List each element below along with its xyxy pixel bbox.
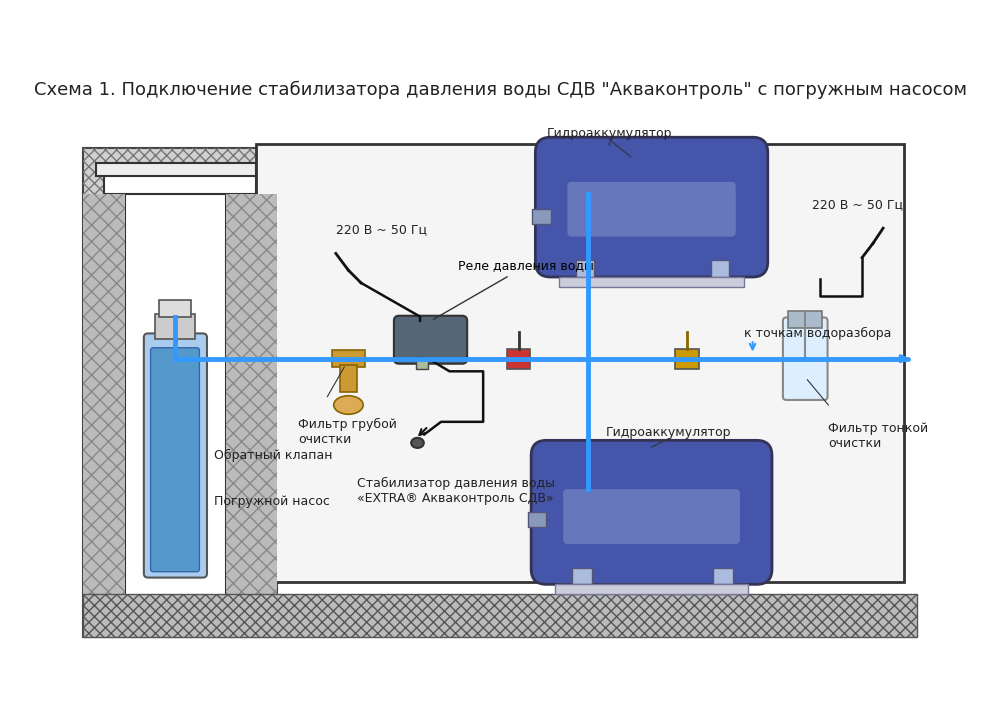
Text: к точкам водоразбора: к точкам водоразбора bbox=[744, 327, 892, 340]
Text: Реле давления воды: Реле давления воды bbox=[433, 260, 594, 319]
FancyBboxPatch shape bbox=[788, 311, 822, 328]
FancyBboxPatch shape bbox=[675, 348, 699, 369]
FancyBboxPatch shape bbox=[535, 137, 768, 277]
FancyBboxPatch shape bbox=[394, 316, 467, 363]
Text: Схема 1. Подключение стабилизатора давления воды СДВ "Акваконтроль" с погружным : Схема 1. Подключение стабилизатора давле… bbox=[34, 81, 966, 99]
FancyBboxPatch shape bbox=[104, 174, 256, 194]
FancyBboxPatch shape bbox=[226, 194, 277, 615]
FancyBboxPatch shape bbox=[555, 584, 748, 595]
FancyBboxPatch shape bbox=[144, 333, 207, 578]
FancyBboxPatch shape bbox=[531, 441, 772, 584]
Ellipse shape bbox=[411, 438, 424, 448]
Text: 220 В ~ 50 Гц: 220 В ~ 50 Гц bbox=[336, 223, 427, 236]
FancyBboxPatch shape bbox=[96, 164, 256, 176]
FancyBboxPatch shape bbox=[151, 348, 199, 572]
FancyBboxPatch shape bbox=[572, 568, 592, 584]
FancyBboxPatch shape bbox=[340, 366, 357, 393]
FancyBboxPatch shape bbox=[256, 144, 904, 582]
FancyBboxPatch shape bbox=[332, 351, 365, 367]
FancyBboxPatch shape bbox=[567, 182, 736, 236]
Text: Фильтр тонкой
очистки: Фильтр тонкой очистки bbox=[828, 422, 929, 450]
FancyBboxPatch shape bbox=[559, 277, 744, 287]
Text: Гидроаккумулятор: Гидроаккумулятор bbox=[606, 426, 731, 438]
FancyBboxPatch shape bbox=[125, 178, 226, 615]
Text: Фильтр грубой
очистки: Фильтр грубой очистки bbox=[298, 418, 397, 446]
FancyBboxPatch shape bbox=[416, 357, 428, 369]
FancyBboxPatch shape bbox=[532, 208, 551, 224]
FancyBboxPatch shape bbox=[83, 595, 917, 637]
Text: Обратный клапан: Обратный клапан bbox=[214, 449, 332, 462]
Text: Погружной насос: Погружной насос bbox=[214, 496, 330, 508]
FancyBboxPatch shape bbox=[713, 568, 733, 584]
FancyBboxPatch shape bbox=[155, 314, 195, 339]
Text: 220 В ~ 50 Гц: 220 В ~ 50 Гц bbox=[812, 198, 903, 211]
Text: Гидроаккумулятор: Гидроаккумулятор bbox=[547, 127, 672, 140]
FancyBboxPatch shape bbox=[507, 348, 530, 369]
FancyBboxPatch shape bbox=[783, 318, 828, 400]
Ellipse shape bbox=[334, 396, 363, 414]
FancyBboxPatch shape bbox=[563, 489, 740, 544]
Text: Стабилизатор давления воды
«EXTRA® Акваконтроль СДВ»: Стабилизатор давления воды «EXTRA® Аквак… bbox=[357, 476, 555, 505]
FancyBboxPatch shape bbox=[159, 300, 191, 316]
FancyBboxPatch shape bbox=[576, 260, 594, 277]
FancyBboxPatch shape bbox=[83, 149, 277, 637]
FancyBboxPatch shape bbox=[710, 260, 729, 277]
FancyBboxPatch shape bbox=[83, 194, 125, 615]
FancyBboxPatch shape bbox=[528, 512, 546, 527]
